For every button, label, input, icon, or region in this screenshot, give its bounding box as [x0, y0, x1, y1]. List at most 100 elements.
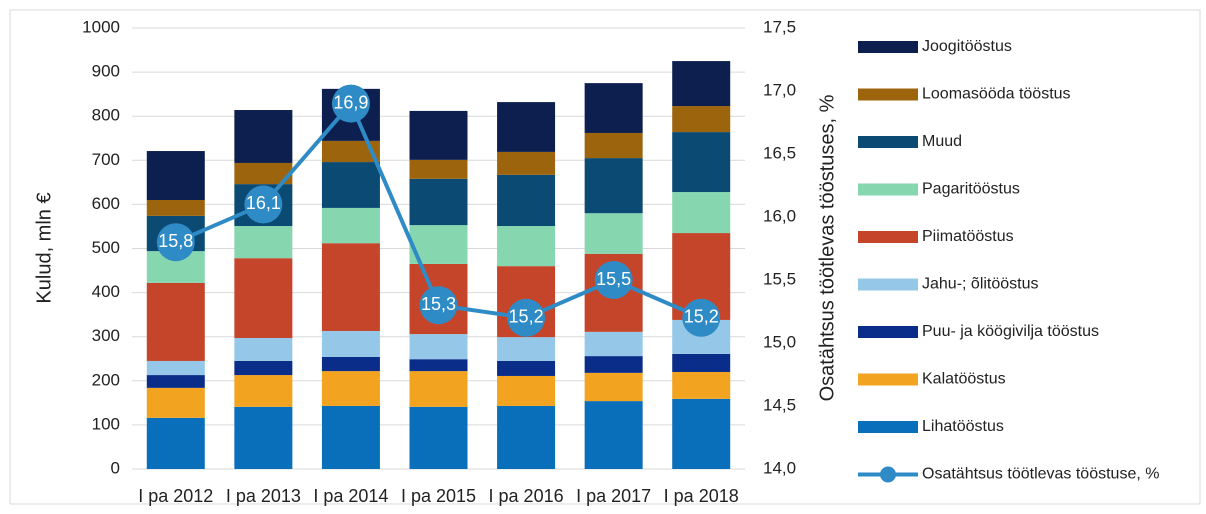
data-label: 16,1	[246, 193, 281, 213]
data-label: 15,2	[684, 307, 719, 327]
bar-segment	[672, 192, 731, 234]
bar-segment	[234, 338, 293, 361]
y2-tick-label: 16,5	[763, 143, 796, 162]
bar-segment	[234, 406, 293, 469]
legend-label: Joogitööstus	[922, 38, 1012, 55]
line-marker	[156, 223, 195, 262]
legend-label: Muud	[922, 133, 962, 150]
data-label: 15,8	[158, 231, 193, 251]
y-tick-label: 0	[111, 458, 120, 477]
bar-segment	[234, 162, 293, 185]
line-marker	[331, 84, 370, 123]
bar-segment	[497, 405, 556, 469]
legend-label: Lihatööstus	[922, 418, 1004, 435]
bar-segment	[497, 337, 556, 361]
x-tick-label: I pa 2017	[576, 486, 651, 506]
bar-segment	[584, 132, 643, 159]
bar-segment	[234, 375, 293, 407]
bar-segment	[234, 360, 293, 376]
x-tick-label: I pa 2015	[401, 486, 476, 506]
bar-segment	[672, 132, 731, 193]
legend-swatch	[858, 326, 918, 338]
y-tick-label: 500	[92, 238, 120, 257]
bar-segment	[672, 61, 731, 107]
legend-swatch	[858, 41, 918, 53]
bar-segment	[146, 387, 205, 418]
line-marker	[594, 261, 633, 299]
bar-segment	[497, 226, 556, 267]
legend-swatch	[858, 373, 918, 386]
bar-segment	[146, 417, 205, 469]
bar-segment	[409, 334, 468, 360]
bar-segment	[321, 356, 380, 372]
bar-segment	[321, 330, 380, 357]
x-tick-label: I pa 2014	[313, 486, 388, 506]
y-tick-label: 800	[92, 106, 120, 125]
bar-segment	[409, 406, 468, 469]
y2-tick-label: 17,5	[763, 17, 796, 36]
x-tick-label: I pa 2012	[138, 486, 213, 506]
bar-segment	[584, 331, 643, 357]
y2-tick-label: 14,5	[763, 395, 796, 414]
bar-segment	[409, 371, 468, 407]
y-tick-label: 700	[92, 150, 120, 169]
bar-segment	[321, 405, 380, 469]
bar-segment	[497, 151, 556, 175]
data-label: 15,5	[596, 269, 631, 289]
bar-segment	[584, 401, 643, 469]
data-label: 15,2	[509, 307, 544, 327]
bar-segment	[321, 207, 380, 244]
bar-segment	[497, 360, 556, 376]
line-marker	[507, 298, 546, 337]
bar-segment	[146, 151, 205, 200]
legend-swatch	[858, 88, 918, 101]
bar-segment	[584, 213, 643, 254]
y-tick-label: 600	[92, 194, 120, 213]
bar-segment	[146, 199, 205, 216]
legend-label: Pagaritööstus	[922, 181, 1020, 198]
bar-segment	[234, 258, 293, 339]
legend-label: Piimatööstus	[922, 228, 1014, 245]
y-axis-title: Kulud, mln €	[33, 192, 55, 303]
bar-segment	[409, 159, 468, 179]
legend-swatch	[858, 421, 918, 433]
line-marker	[419, 286, 458, 325]
bar-segment	[672, 106, 731, 133]
y2-tick-label: 15,0	[763, 332, 796, 351]
line-marker	[682, 298, 721, 337]
bar-segment	[146, 360, 205, 376]
data-label: 16,9	[333, 92, 368, 112]
bar-segment	[672, 398, 731, 469]
bar-segment	[321, 371, 380, 406]
bar-segment	[146, 282, 205, 361]
legend-label: Puu- ja köögivilja tööstus	[922, 323, 1099, 340]
y2-tick-label: 14,0	[763, 458, 796, 477]
bar-segment	[409, 178, 468, 226]
legend-label: Jahu-; õlitööstus	[922, 276, 1039, 293]
bar-segment	[321, 162, 380, 208]
y-tick-label: 1000	[82, 17, 120, 36]
bar-segment	[497, 174, 556, 227]
legend-label: Kalatööstus	[922, 371, 1006, 388]
x-tick-label: I pa 2016	[489, 486, 564, 506]
data-label: 15,3	[421, 294, 456, 314]
y2-tick-label: 17,0	[763, 80, 796, 99]
bar-segment	[234, 226, 293, 259]
x-tick-label: I pa 2018	[664, 486, 739, 506]
bar-segment	[584, 83, 643, 133]
legend-swatch	[858, 278, 918, 291]
legend-swatch	[858, 231, 918, 243]
y-tick-label: 200	[92, 370, 120, 389]
bar-segment	[497, 102, 556, 152]
bar-segment	[321, 140, 380, 163]
y-tick-label: 100	[92, 414, 120, 433]
bar-segment	[321, 243, 380, 331]
legend-label: Loomasööda tööstus	[922, 86, 1071, 103]
y-tick-label: 900	[92, 62, 120, 81]
legend-swatch	[858, 183, 918, 196]
bar-segment	[584, 356, 643, 373]
legend-swatch	[858, 136, 918, 148]
y2-axis-title: Osatähtsus töötlevas tööstuses, %	[816, 94, 838, 401]
bar-segment	[584, 158, 643, 214]
